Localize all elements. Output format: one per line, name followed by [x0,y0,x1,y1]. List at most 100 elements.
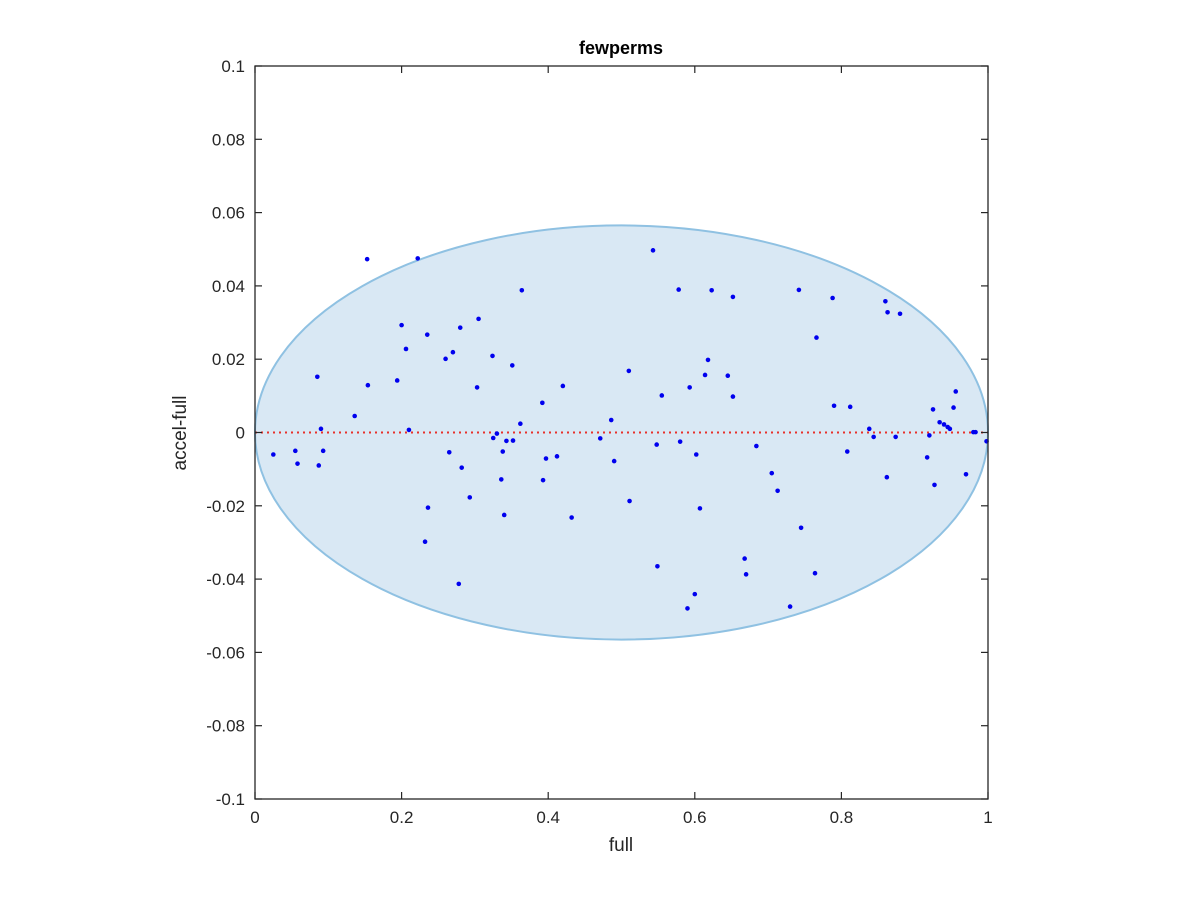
data-point [560,383,566,389]
data-point [709,287,714,293]
data-point [540,400,545,406]
data-point [927,433,932,438]
data-point [504,438,509,444]
y-tick-label: 0.06 [212,204,245,223]
chart-title: fewperms [579,38,663,58]
data-point [295,461,300,466]
data-point [941,422,947,427]
data-point [775,488,780,494]
data-point [352,413,357,419]
data-point [459,465,465,470]
data-point [457,325,463,330]
data-point [540,477,546,483]
data-point [844,449,850,454]
y-tick-label: 0 [236,424,245,443]
data-point [365,382,371,388]
data-point [796,287,802,293]
data-point [364,256,370,262]
data-point [597,436,603,441]
x-tick-label: 0.6 [683,808,707,827]
data-point [725,373,731,378]
data-point [924,455,930,460]
data-point [883,298,888,304]
data-point [676,287,681,292]
data-point [443,356,448,362]
data-point [937,419,942,425]
data-point [650,248,656,253]
data-point [403,346,409,352]
data-point [973,429,978,435]
data-point [871,434,876,440]
data-point [394,378,400,383]
data-point [787,604,793,609]
data-point [554,454,560,459]
data-point [500,449,506,454]
y-tick-label: -0.02 [206,497,245,516]
y-tick-label: -0.1 [216,790,245,809]
data-point [932,482,937,488]
data-point [627,498,632,504]
data-point [702,372,708,378]
data-point [569,515,574,520]
y-tick-label: -0.06 [206,643,245,662]
data-point [518,421,523,427]
data-point [315,374,320,380]
data-point [519,287,525,293]
data-point [293,448,298,454]
y-tick-label: -0.08 [206,717,245,736]
data-point [318,426,324,432]
data-point [953,389,959,394]
data-point [930,407,936,412]
data-point [422,539,428,545]
data-point [543,456,549,461]
data-point [406,427,412,433]
data-point [742,556,747,561]
data-point [897,311,903,317]
data-point [847,404,853,410]
data-point [490,353,495,359]
x-axis-title: full [609,835,633,856]
data-point [685,606,690,611]
y-tick-label: 0.02 [212,350,245,369]
data-point [501,512,507,518]
data-point [467,495,473,500]
data-point [399,322,404,328]
data-point [608,417,614,423]
data-point [947,426,953,432]
data-point [798,525,804,531]
data-point [814,335,819,340]
data-point [743,572,749,577]
data-point [730,394,736,399]
data-point [450,349,456,355]
data-point [654,442,659,447]
data-point [446,449,452,455]
data-point [885,309,890,315]
data-point [812,570,818,576]
x-tick-label: 0 [250,808,259,827]
x-tick-label: 1 [983,808,992,827]
data-point [320,448,326,454]
data-point [697,506,703,511]
data-point [424,332,430,337]
x-tick-label: 0.2 [390,808,414,827]
data-point [951,405,956,410]
data-point [415,256,421,261]
data-point [893,434,898,440]
data-point [693,452,699,457]
data-point [490,435,496,441]
y-axis-title: accel-full [170,396,191,471]
data-point [498,477,504,482]
data-point [509,363,515,368]
y-tick-label: 0.04 [212,277,245,296]
data-point [963,471,969,477]
data-point [659,393,665,398]
y-tick-label: 0.1 [221,57,245,76]
data-point [456,581,462,587]
data-point [655,563,660,569]
data-point [831,403,837,409]
data-point [730,294,736,300]
data-point [754,443,759,449]
data-point [611,458,617,464]
y-tick-label: -0.04 [206,570,245,589]
